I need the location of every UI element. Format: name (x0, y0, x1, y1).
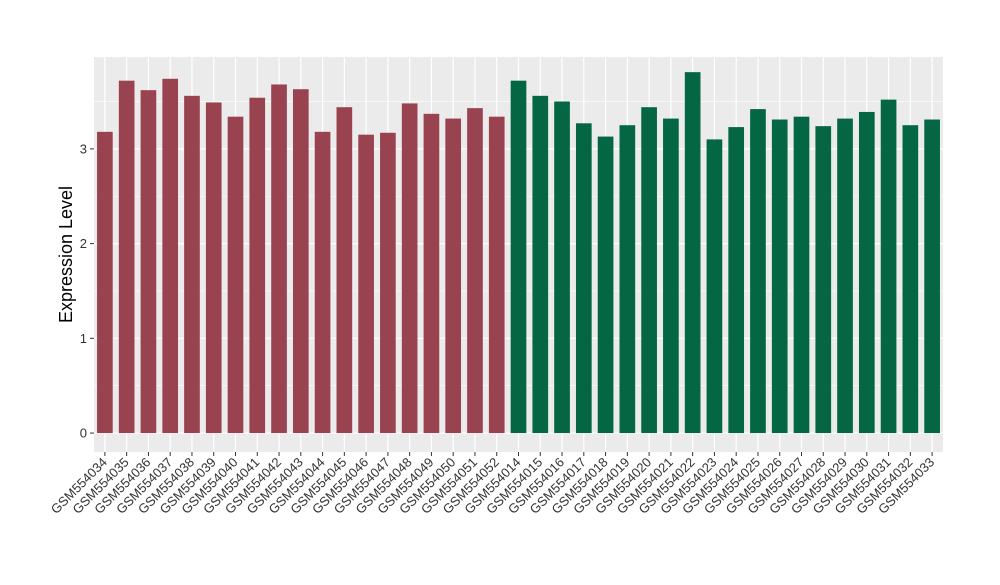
bar-GSM554019 (619, 125, 636, 434)
bar-GSM554020 (641, 107, 657, 434)
bar-GSM554037 (162, 78, 179, 434)
y-axis-label: Expression Level (56, 186, 76, 323)
bar-GSM554046 (358, 134, 374, 434)
bar-GSM554023 (706, 139, 723, 434)
bar-GSM554036 (140, 90, 157, 434)
bar-GSM554044 (314, 131, 331, 434)
bar-GSM554029 (837, 118, 853, 434)
bar-GSM554034 (97, 131, 113, 434)
bar-GSM554025 (750, 109, 766, 434)
bar-GSM554050 (445, 118, 462, 434)
y-tick-label: 2 (80, 236, 87, 251)
bar-GSM554043 (292, 89, 309, 434)
bar-GSM554045 (336, 107, 353, 434)
bar-GSM554033 (924, 119, 940, 434)
bar-GSM554051 (467, 108, 483, 434)
bar-GSM554027 (793, 116, 810, 434)
bar-GSM554026 (771, 119, 788, 434)
axes: 0123GSM554034GSM554035GSM554036GSM554037… (48, 141, 937, 516)
y-tick-label: 1 (80, 331, 87, 346)
bar-GSM554032 (902, 125, 919, 434)
bar-GSM554040 (227, 116, 244, 434)
bar-GSM554048 (401, 103, 418, 434)
bar-GSM554018 (597, 136, 614, 434)
bar-GSM554047 (380, 132, 396, 434)
bar-GSM554035 (118, 80, 135, 434)
bar-GSM554031 (880, 99, 897, 434)
bar-GSM554021 (663, 118, 679, 434)
bar-GSM554049 (423, 113, 440, 434)
bar-GSM554017 (575, 123, 592, 434)
bar-GSM554042 (271, 84, 287, 434)
bar-GSM554052 (488, 116, 505, 434)
bars (97, 72, 940, 434)
bar-GSM554041 (249, 97, 266, 434)
y-tick-label: 3 (80, 141, 87, 156)
bar-GSM554015 (532, 95, 549, 434)
bar-GSM554022 (684, 72, 701, 434)
bar-GSM554014 (510, 80, 527, 434)
y-tick-label: 0 (80, 426, 87, 441)
bar-GSM554039 (205, 102, 222, 434)
bar-GSM554028 (815, 126, 832, 434)
bar-GSM554024 (728, 127, 745, 434)
bar-GSM554038 (184, 95, 200, 434)
bar-GSM554030 (858, 111, 875, 434)
bar-GSM554016 (554, 101, 570, 434)
